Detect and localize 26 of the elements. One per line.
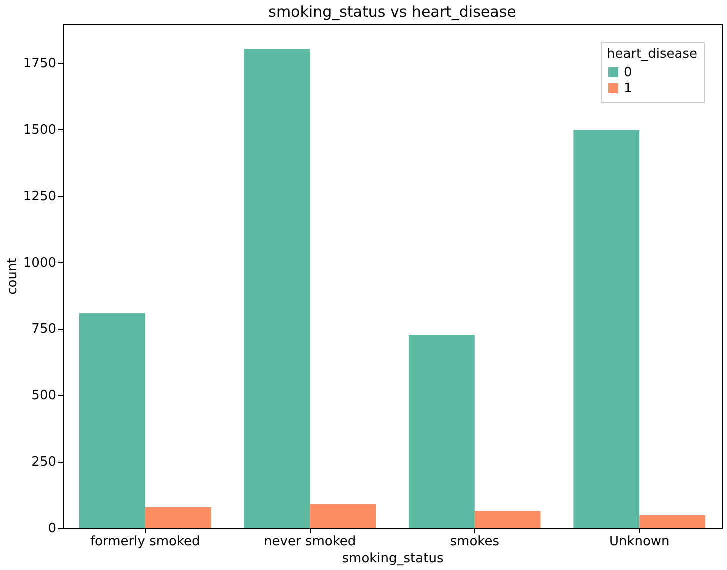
bar <box>310 504 376 528</box>
bar <box>145 508 212 528</box>
y-tick-label: 1500 <box>23 122 56 138</box>
y-tick-label: 250 <box>32 455 56 470</box>
x-tick-label: formerly smoked <box>90 534 200 550</box>
y-tick-label: 1750 <box>23 56 56 72</box>
bar <box>408 335 475 528</box>
bar <box>640 516 706 528</box>
y-tick-label: 1000 <box>23 256 56 271</box>
y-tick-label: 500 <box>32 388 56 404</box>
bar <box>244 49 310 528</box>
y-tick-label: 750 <box>32 322 56 338</box>
bar <box>574 130 640 528</box>
y-tick-label: 0 <box>48 522 56 536</box>
bar <box>79 313 146 528</box>
y-tick-label: 1250 <box>23 189 56 204</box>
x-axis-title: smoking_status <box>342 552 444 566</box>
y-axis-title: count <box>5 258 20 295</box>
bar <box>474 511 541 528</box>
chart-title: smoking_status vs heart_disease <box>268 3 516 21</box>
x-tick-label: smokes <box>450 534 500 550</box>
legend-label: 0 <box>624 66 632 80</box>
legend-title: heart_disease <box>607 47 698 62</box>
x-tick-label: Unknown <box>609 534 670 550</box>
legend-label: 1 <box>624 82 632 96</box>
x-tick-label: never smoked <box>264 534 356 550</box>
